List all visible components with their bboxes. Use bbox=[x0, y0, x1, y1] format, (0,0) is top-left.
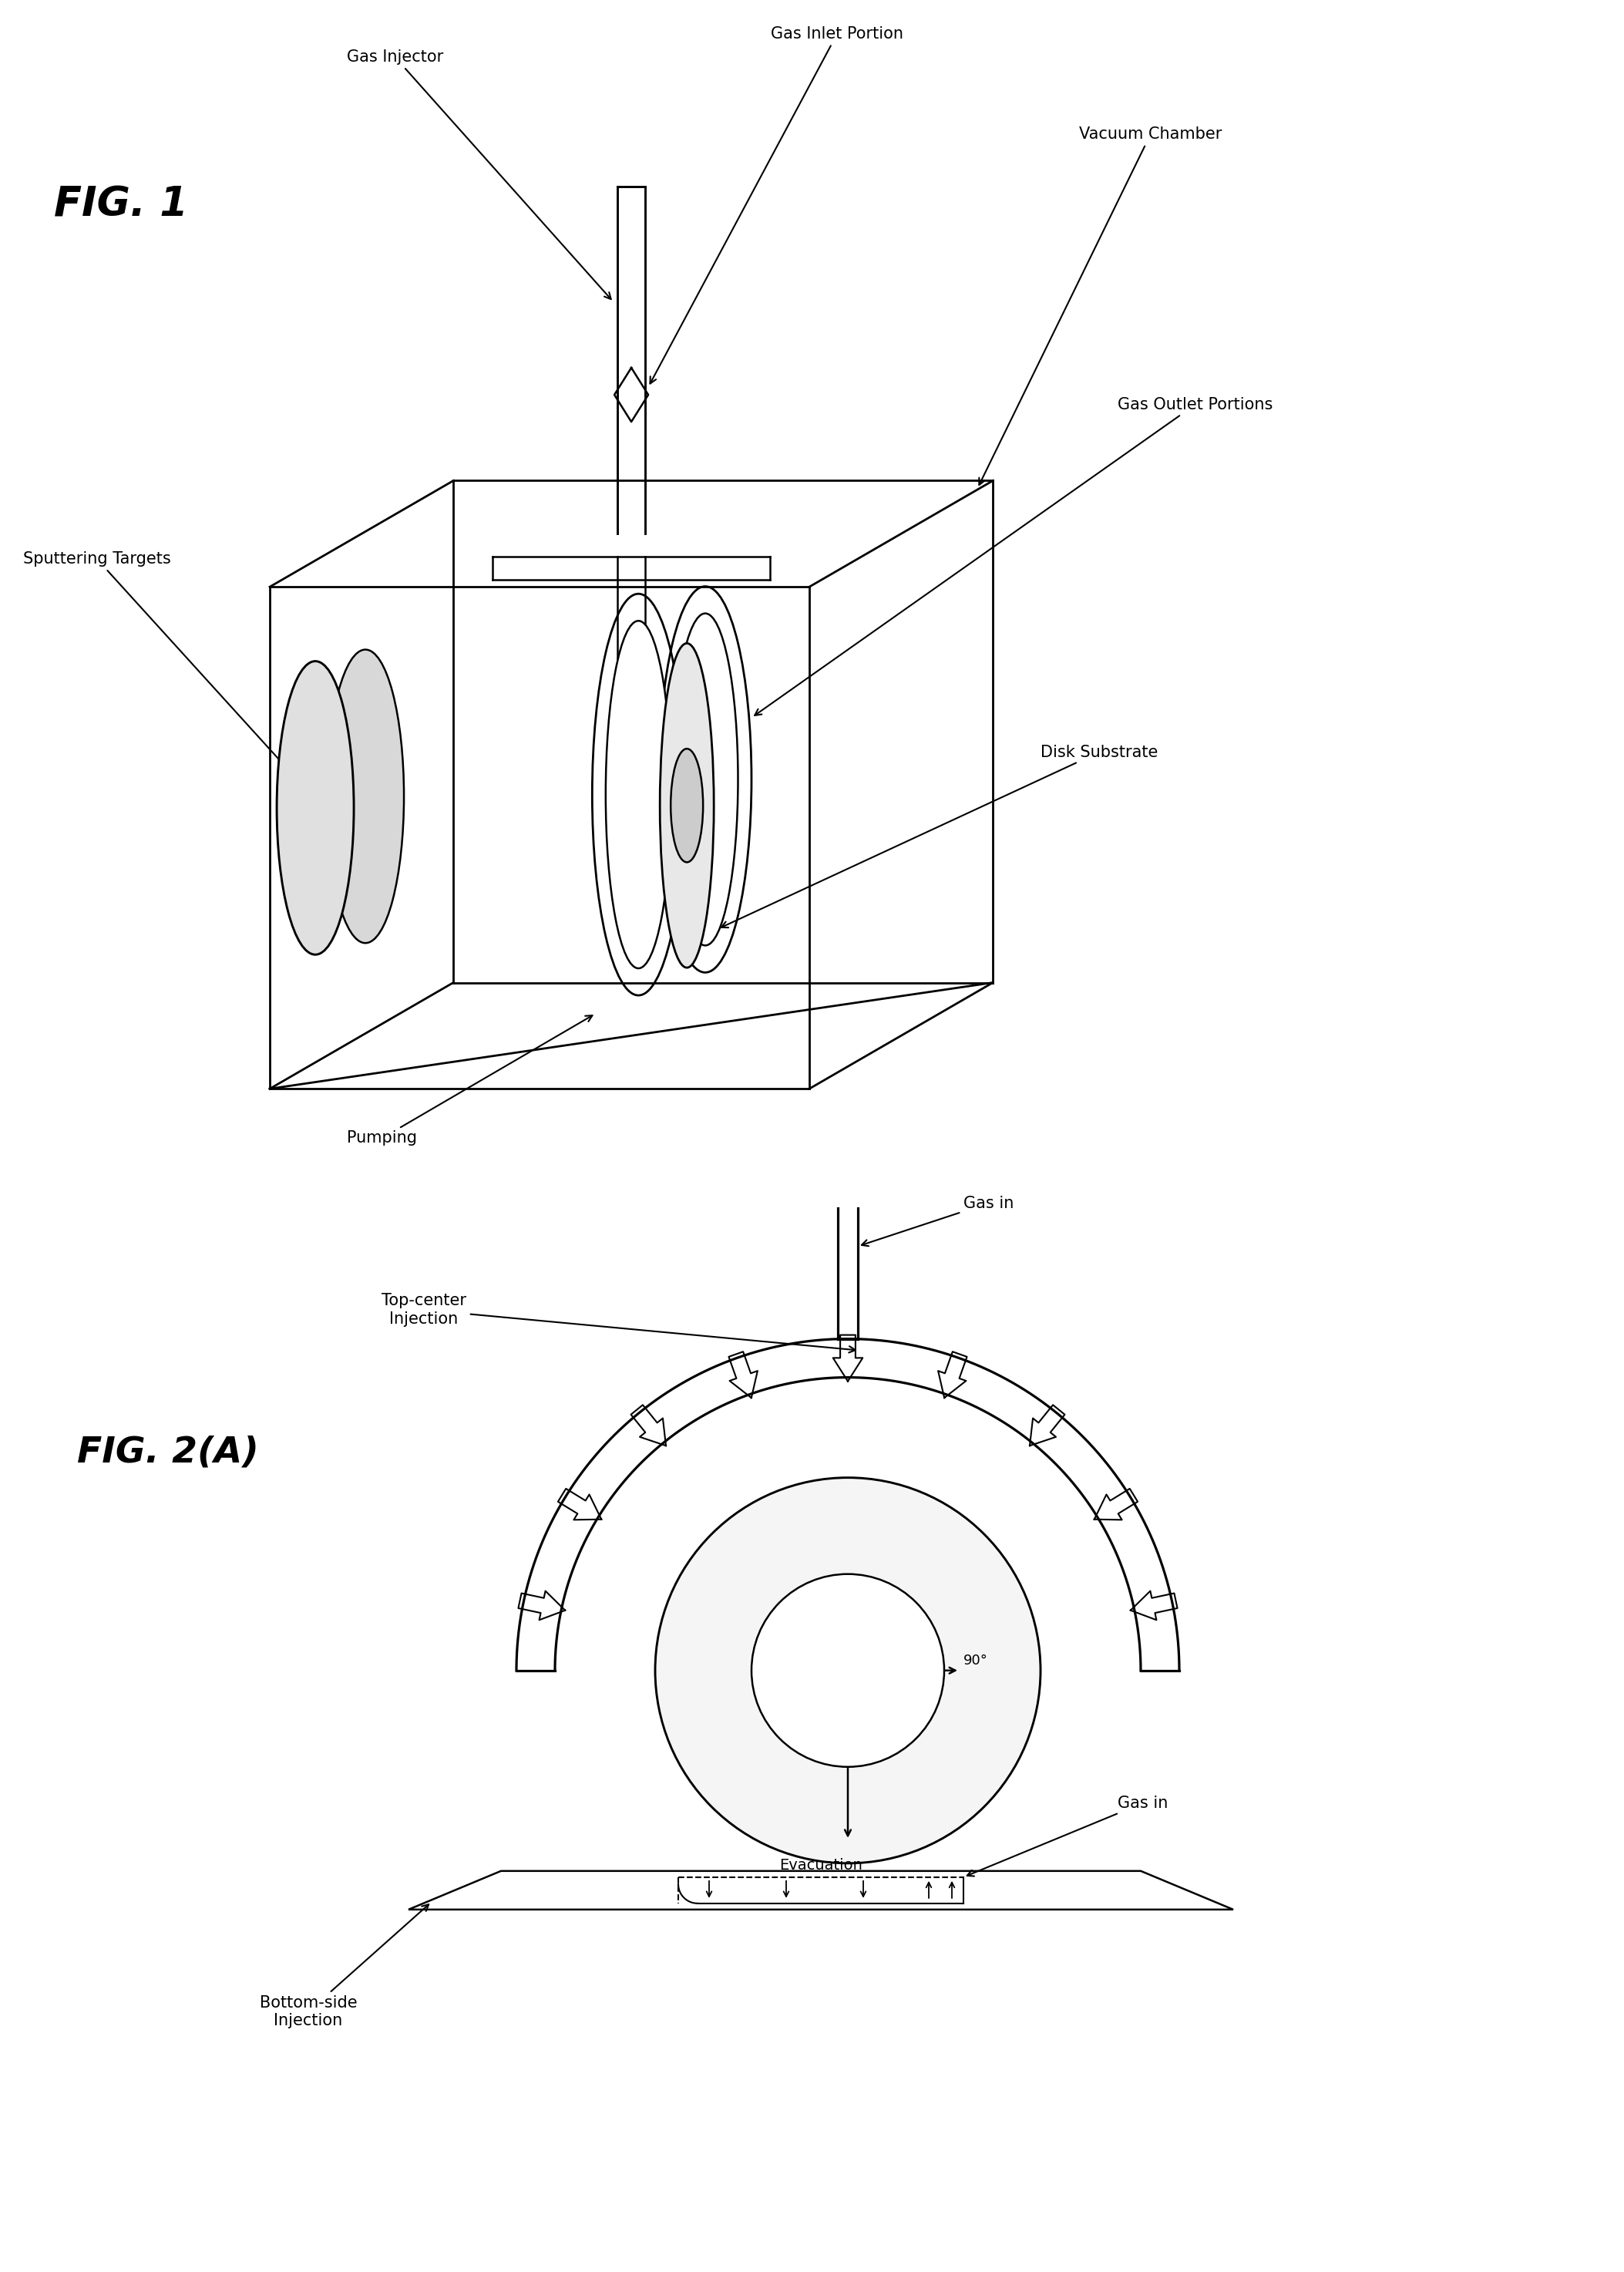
Text: 0°: 0° bbox=[857, 1645, 872, 1659]
Ellipse shape bbox=[606, 620, 671, 968]
Text: Pumping: Pumping bbox=[348, 1016, 593, 1145]
Circle shape bbox=[752, 1574, 944, 1768]
Text: 90°: 90° bbox=[963, 1654, 987, 1668]
Ellipse shape bbox=[672, 613, 737, 945]
Text: Gas in: Gas in bbox=[968, 1795, 1168, 1877]
Ellipse shape bbox=[326, 650, 404, 943]
Text: Bottom-side
Injection: Bottom-side Injection bbox=[260, 1904, 429, 2029]
Text: Gas Outlet Portions: Gas Outlet Portions bbox=[755, 398, 1273, 716]
Text: Gas Inlet Portion: Gas Inlet Portion bbox=[650, 27, 903, 384]
Text: Gas in: Gas in bbox=[862, 1195, 1013, 1245]
Ellipse shape bbox=[671, 750, 703, 863]
Circle shape bbox=[654, 1477, 1041, 1863]
Text: Vacuum Chamber: Vacuum Chamber bbox=[979, 127, 1221, 484]
Text: Top-center
Injection: Top-center Injection bbox=[382, 1293, 856, 1352]
Ellipse shape bbox=[659, 643, 715, 968]
Text: Sputtering Targets: Sputtering Targets bbox=[23, 552, 320, 804]
Ellipse shape bbox=[276, 661, 354, 954]
Text: FIG. 1: FIG. 1 bbox=[54, 184, 188, 225]
Text: Disk Substrate: Disk Substrate bbox=[721, 745, 1158, 927]
Text: Evacuation: Evacuation bbox=[780, 1858, 862, 1872]
Text: Gas Injector: Gas Injector bbox=[348, 50, 611, 300]
Text: FIG. 2(A): FIG. 2(A) bbox=[76, 1436, 258, 1470]
